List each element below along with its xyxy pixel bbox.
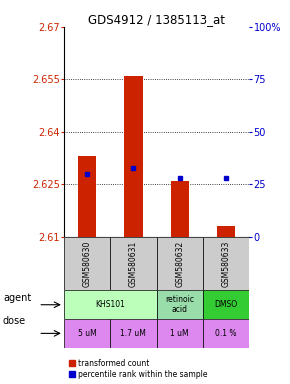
Bar xyxy=(110,237,157,290)
Bar xyxy=(217,227,235,237)
Bar xyxy=(203,237,249,290)
Text: GSM580631: GSM580631 xyxy=(129,240,138,287)
Text: 1.7 uM: 1.7 uM xyxy=(120,329,146,338)
Text: 0.1 %: 0.1 % xyxy=(215,329,237,338)
Text: GSM580632: GSM580632 xyxy=(175,240,184,287)
Text: agent: agent xyxy=(3,293,31,303)
Bar xyxy=(203,290,249,319)
Bar xyxy=(203,319,249,348)
Bar xyxy=(64,319,110,348)
Title: GDS4912 / 1385113_at: GDS4912 / 1385113_at xyxy=(88,13,225,26)
Bar xyxy=(171,181,189,237)
Bar xyxy=(64,290,157,319)
Text: retinoic
acid: retinoic acid xyxy=(165,295,194,314)
Text: 5 uM: 5 uM xyxy=(78,329,96,338)
Bar xyxy=(157,290,203,319)
Bar xyxy=(78,156,96,237)
Text: GSM580630: GSM580630 xyxy=(82,240,92,287)
Text: 1 uM: 1 uM xyxy=(171,329,189,338)
Bar xyxy=(64,237,110,290)
Text: DMSO: DMSO xyxy=(215,300,238,309)
Text: dose: dose xyxy=(3,316,26,326)
Bar xyxy=(157,237,203,290)
Bar xyxy=(157,319,203,348)
Legend: transformed count, percentile rank within the sample: transformed count, percentile rank withi… xyxy=(68,357,209,380)
Bar xyxy=(124,76,143,237)
Bar xyxy=(110,319,157,348)
Text: GSM580633: GSM580633 xyxy=(222,240,231,287)
Text: KHS101: KHS101 xyxy=(95,300,125,309)
